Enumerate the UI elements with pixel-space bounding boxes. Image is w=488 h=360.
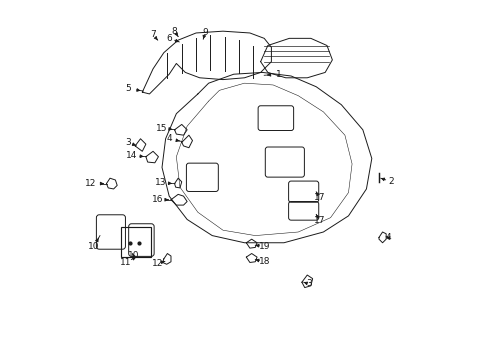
Text: 13: 13 [154,178,165,187]
Text: 6: 6 [166,34,172,43]
Text: 18: 18 [258,257,269,266]
Text: 8: 8 [171,27,177,36]
Text: 17: 17 [313,193,325,202]
Text: 9: 9 [202,28,207,37]
Text: 12: 12 [85,179,97,188]
Bar [121,226,151,257]
Text: 5: 5 [125,84,131,93]
Text: 12: 12 [152,259,163,268]
Text: 10: 10 [88,242,100,251]
Text: 4: 4 [385,233,390,242]
Text: 3: 3 [125,138,131,147]
Text: 7: 7 [150,30,156,39]
Text: 4: 4 [166,134,172,143]
Text: 1: 1 [275,70,281,79]
Text: 10: 10 [127,251,139,260]
Text: 16: 16 [152,195,163,204]
Text: 14: 14 [125,151,137,160]
Text: 3: 3 [305,279,311,288]
Text: 19: 19 [258,242,269,251]
Text: 2: 2 [388,177,393,186]
Text: 17: 17 [313,216,325,225]
Text: 11: 11 [120,258,131,267]
Text: 15: 15 [156,123,167,132]
